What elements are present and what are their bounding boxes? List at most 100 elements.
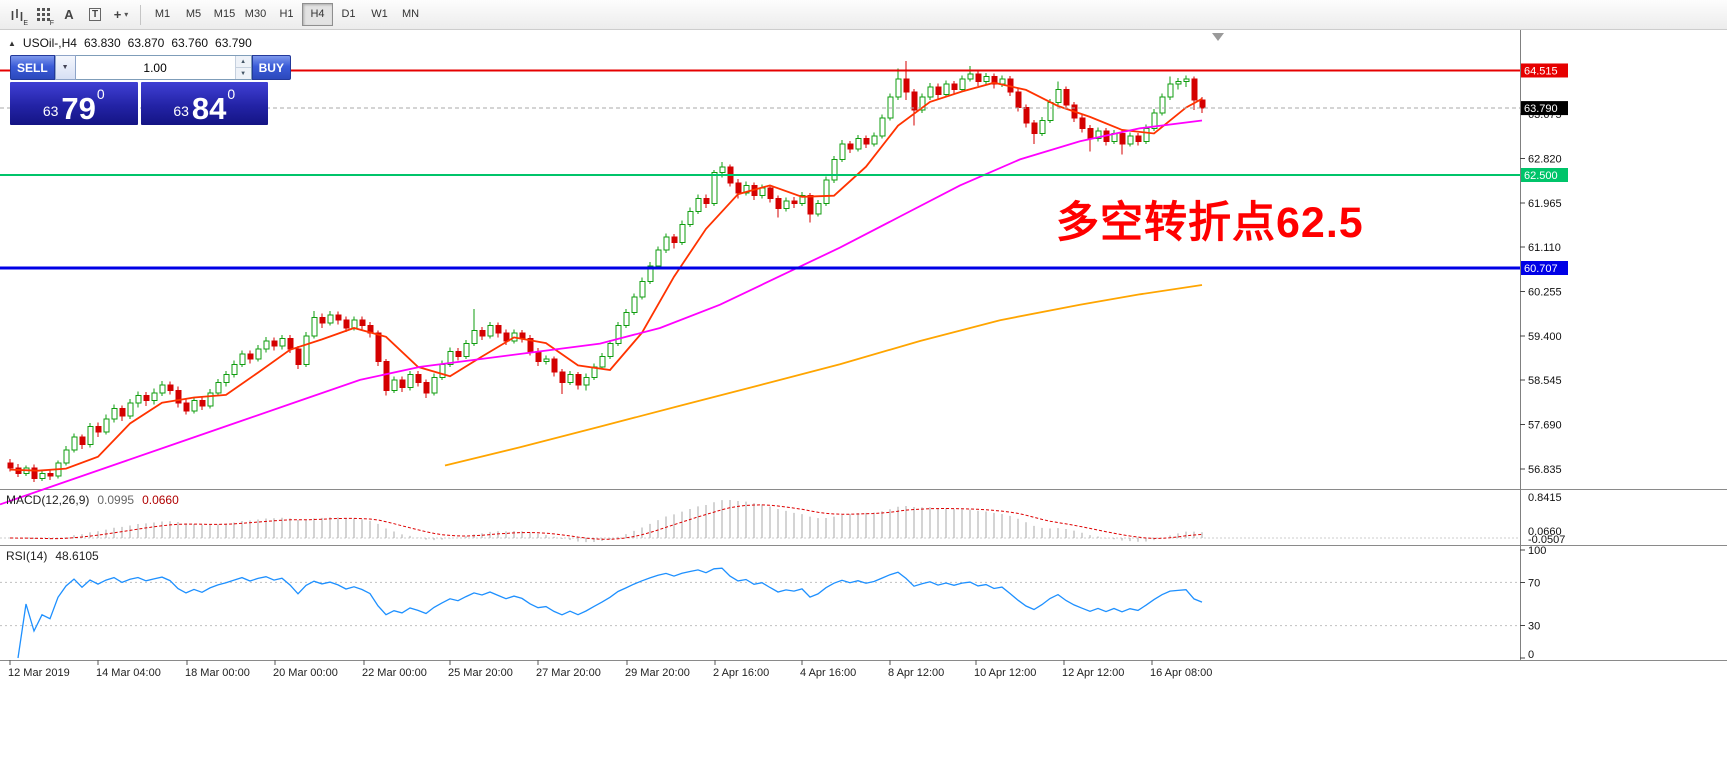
- macd-title: MACD(12,26,9): [6, 493, 90, 507]
- chart-canvas[interactable]: 63.67562.82061.96561.11060.25559.40058.5…: [0, 30, 1727, 757]
- macd-signal-value: 0.0660: [142, 493, 179, 507]
- rsi-axis-label: 30: [1528, 621, 1540, 633]
- ohlc-open: 63.830: [83, 36, 121, 50]
- profile-grid-tool-icon[interactable]: F: [31, 3, 55, 27]
- sell-button[interactable]: SELL: [10, 55, 55, 80]
- chart-annotation-text[interactable]: 多空转折点62.5: [1056, 199, 1364, 247]
- rsi-axis-label: 70: [1528, 577, 1540, 589]
- timeframe-group: M1 M5 M15 M30 H1 H4 D1 W1 MN: [147, 3, 426, 26]
- time-axis-label: 27 Mar 20:00: [536, 667, 601, 679]
- time-axis-label: 12 Apr 12:00: [1062, 667, 1124, 679]
- rsi-group: 100 70 30 0: [0, 545, 1546, 661]
- price-axis-label: 61.110: [1528, 242, 1561, 254]
- price-axis-label: 58.545: [1528, 375, 1562, 387]
- buy-price-int: 63: [173, 103, 189, 119]
- time-axis-label: 4 Apr 16:00: [800, 667, 856, 679]
- macd-axis-label: -0.0507: [1528, 534, 1565, 546]
- time-axis-label: 25 Mar 20:00: [448, 667, 513, 679]
- text-label-tool-icon[interactable]: T: [83, 3, 107, 27]
- icon-sub-label: E: [23, 19, 28, 27]
- ma-mid-line: [0, 119, 1203, 506]
- time-axis-label: 10 Apr 12:00: [974, 667, 1036, 679]
- macd-axis-label: 0.8415: [1528, 492, 1562, 504]
- sell-price-int: 63: [42, 103, 59, 119]
- timeframe-w1[interactable]: W1: [371, 8, 388, 20]
- macd-axis-label: 0.0660: [1528, 526, 1562, 538]
- price-axis-label: 56.835: [1528, 464, 1562, 476]
- timeframe-mn[interactable]: MN: [401, 8, 420, 20]
- price-axis-flag: 60.707: [1524, 263, 1558, 275]
- timeframe-m30[interactable]: M30: [244, 8, 267, 20]
- icon-sub-label: F: [49, 19, 54, 27]
- timeframe-h1[interactable]: H1: [279, 8, 294, 20]
- volume-increase-button[interactable]: ▲: [235, 56, 251, 67]
- buy-price-point: 0: [227, 86, 236, 102]
- ohlc-low: 63.760: [171, 36, 209, 50]
- sell-price-display[interactable]: 63 79 0: [10, 82, 138, 125]
- volume-spinner: ▲ ▼: [234, 56, 251, 79]
- buy-price-display[interactable]: 63 84 0: [140, 82, 268, 126]
- sell-price-pips: 79: [61, 90, 96, 126]
- ma-fast-line: [9, 81, 1203, 472]
- timeframe-m1[interactable]: M1: [154, 8, 171, 20]
- price-axis-flag: 63.790: [1524, 103, 1558, 115]
- rsi-axis-label: 100: [1528, 545, 1546, 557]
- rsi-title: RSI(14): [6, 549, 48, 563]
- sell-price-point: 0: [96, 86, 105, 102]
- price-chart-svg[interactable]: 63.67562.82061.96561.11060.25559.40058.5…: [0, 30, 1727, 757]
- volume-input[interactable]: [75, 56, 235, 79]
- panel-separators: [0, 30, 1727, 661]
- rsi-value: 48.6105: [55, 549, 99, 563]
- letter-a-icon: A: [64, 7, 74, 22]
- volume-dropdown-button[interactable]: ▼: [54, 55, 76, 80]
- one-click-trade-panel: SELL ▼ ▲ ▼ BUY 63 79 0 63: [10, 55, 291, 126]
- timeframe-h4[interactable]: H4: [302, 3, 333, 26]
- grid-icon: [36, 8, 50, 21]
- time-axis-label: 2 Apr 16:00: [713, 667, 769, 679]
- price-axis-label: 61.965: [1528, 198, 1562, 210]
- ohlc-close: 63.790: [215, 36, 252, 50]
- price-axis-label: 59.400: [1528, 331, 1562, 343]
- chevron-down-icon: ▾: [124, 10, 129, 19]
- time-axis-label: 22 Mar 00:00: [362, 667, 427, 679]
- bars-icon: [11, 8, 23, 21]
- volume-decrease-button[interactable]: ▼: [235, 67, 251, 79]
- timeframe-m15[interactable]: M15: [213, 8, 236, 20]
- price-axis-flag: 62.500: [1524, 170, 1558, 182]
- symbol-ohlc-readout: ▲ USOil-,H4 63.830 63.870 63.760 63.790: [8, 36, 252, 50]
- time-axis-label: 12 Mar 2019: [8, 667, 70, 679]
- macd-signal-line: [9, 504, 1203, 540]
- ma-slow-line: [444, 284, 1203, 467]
- ohlc-high: 63.870: [127, 36, 165, 50]
- price-axis-label: 60.255: [1528, 286, 1562, 298]
- macd-main-value: 0.0995: [97, 493, 135, 507]
- one-click-collapse-toggle[interactable]: ▲: [8, 38, 16, 48]
- right-shift-marker-icon: [1212, 33, 1224, 41]
- timeframe-d1[interactable]: D1: [341, 8, 356, 20]
- bar-chart-tool-icon[interactable]: E: [5, 3, 29, 27]
- time-axis-label: 20 Mar 00:00: [273, 667, 338, 679]
- timeframe-m5[interactable]: M5: [185, 8, 202, 20]
- macd-indicator-label: MACD(12,26,9) 0.0995 0.0660: [6, 493, 179, 507]
- rsi-axis-label: 0: [1528, 649, 1534, 661]
- time-axis-label: 8 Apr 12:00: [888, 667, 944, 679]
- volume-field: ▲ ▼: [75, 55, 252, 80]
- rsi-line: [17, 567, 1203, 659]
- time-axis-label: 14 Mar 04:00: [96, 667, 161, 679]
- buy-button[interactable]: BUY: [251, 55, 291, 80]
- time-axis-label: 18 Mar 00:00: [185, 667, 250, 679]
- time-axis-label: 16 Apr 08:00: [1150, 667, 1212, 679]
- buy-price-pips: 84: [191, 90, 227, 126]
- text-tool-icon[interactable]: A: [57, 3, 81, 27]
- time-axis-group[interactable]: 12 Mar 2019 14 Mar 04:00 18 Mar 00:00 20 Ma…: [8, 660, 1212, 679]
- price-axis-label: 57.690: [1528, 419, 1562, 431]
- symbol-period-label: USOil-,H4: [22, 36, 77, 50]
- price-axis-group[interactable]: 63.67562.82061.96561.11060.25559.40058.5…: [1520, 63, 1568, 476]
- crosshair-tool-dropdown[interactable]: + ▾: [109, 3, 133, 27]
- toolbar-separator: [140, 4, 141, 25]
- toolbar: E F A T + ▾ M1 M5 M15 M30 H1 H4 D1 W1 MN: [0, 0, 1727, 30]
- time-axis-label: 29 Mar 20:00: [625, 667, 690, 679]
- price-axis-flag: 64.515: [1524, 65, 1558, 77]
